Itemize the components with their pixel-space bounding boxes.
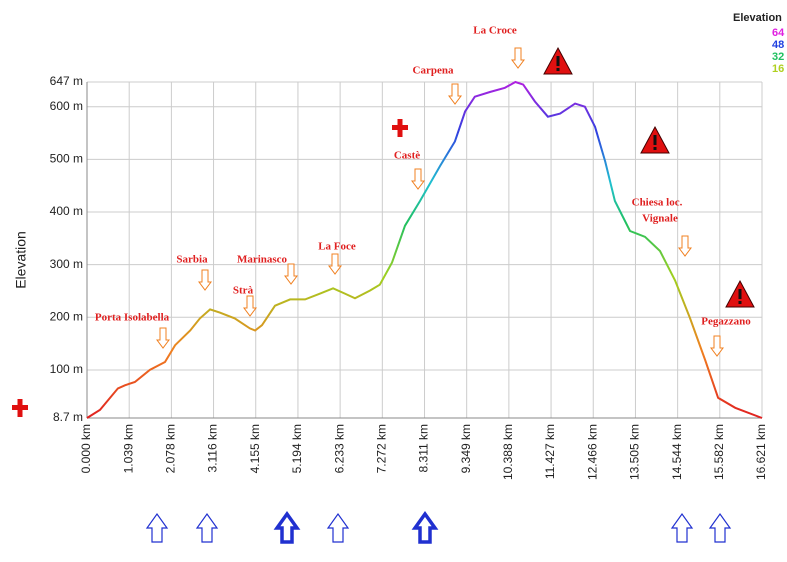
place-label: Pegazzano [701, 316, 751, 328]
y-tick-label: 500 m [50, 152, 83, 166]
x-tick-label: 12.466 km [585, 424, 599, 480]
x-tick-label: 1.039 km [121, 424, 135, 473]
place-label: La Croce [473, 25, 517, 37]
place-label: Chiesa loc. [632, 197, 683, 209]
y-tick-label: 600 m [50, 99, 83, 113]
x-tick-label: 16.621 km [754, 424, 768, 480]
y-tick-label: 100 m [50, 362, 83, 376]
x-tick-label: 2.078 km [164, 424, 178, 473]
place-label: La Foce [318, 241, 356, 253]
place-label: Marinasco [237, 254, 288, 266]
place-label: Castè [394, 150, 420, 162]
x-tick-label: 6.233 km [332, 424, 346, 473]
legend-entry: 16 [772, 63, 784, 75]
grid [86, 81, 763, 419]
y-tick-label: 200 m [50, 309, 83, 323]
x-tick-label: 13.505 km [628, 424, 642, 480]
y-axis-label: Elevation [13, 231, 29, 289]
x-tick-label: 7.272 km [374, 424, 388, 473]
x-tick-label: 14.544 km [670, 424, 684, 480]
place-label: Vignale [642, 213, 678, 225]
x-tick-label: 8.311 km [417, 424, 431, 472]
place-label: Strà [233, 285, 254, 297]
y-tick-label: 400 m [50, 204, 83, 218]
place-label: Carpena [413, 65, 454, 77]
x-tick-label: 9.349 km [459, 424, 473, 473]
legend-entry: 32 [772, 51, 784, 63]
legend-entry: 48 [772, 39, 784, 51]
x-tick-label: 4.155 km [248, 424, 262, 473]
x-tick-label: 0.000 km [79, 424, 93, 473]
y-tick-label: 647 m [50, 74, 83, 88]
legend-entry: 64 [772, 27, 785, 39]
y-tick-label: 300 m [50, 257, 83, 271]
x-tick-label: 10.388 km [501, 424, 515, 480]
place-label: Sarbia [176, 254, 208, 266]
y-tick-label: 8.7 m [53, 410, 83, 424]
x-tick-label: 15.582 km [712, 424, 726, 480]
legend-title: Elevation [733, 12, 782, 24]
x-tick-label: 3.116 km [206, 424, 220, 472]
place-label: Porta Isolabella [95, 312, 170, 324]
x-tick-label: 11.427 km [543, 424, 557, 479]
elevation-line [86, 80, 763, 419]
x-tick-label: 5.194 km [290, 424, 304, 473]
